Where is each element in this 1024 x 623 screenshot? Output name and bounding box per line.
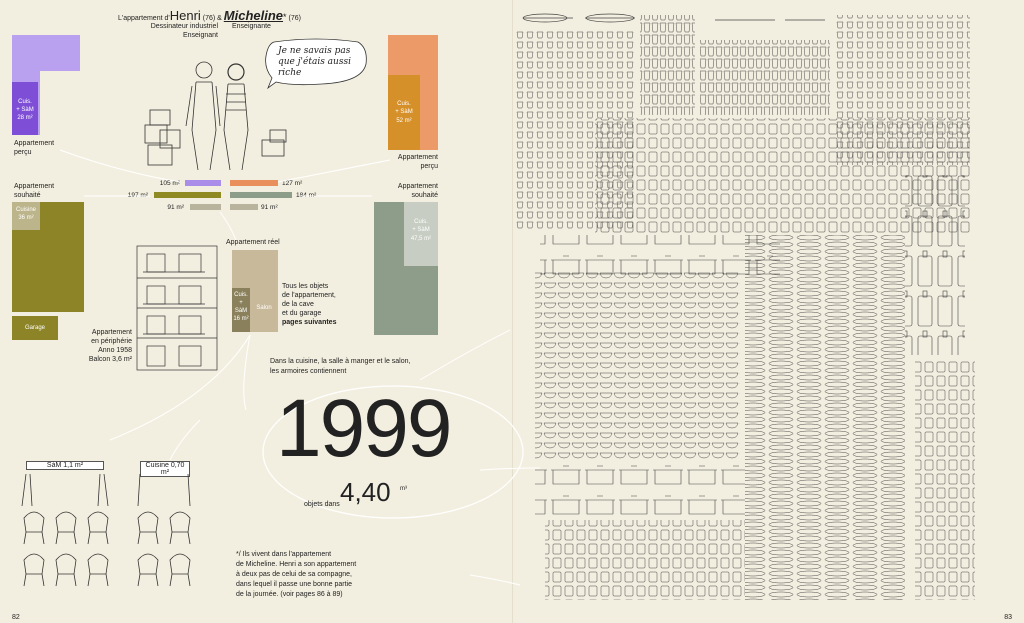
reel-desc-1: Tous les objets (282, 283, 329, 290)
building-caption-3: Anno 1958 (98, 347, 132, 354)
reel-cuis-4: 16 m² (233, 316, 249, 322)
objects-inventory-illustration (515, 13, 975, 600)
bar-henri-souhaite-value: 197 m² (127, 192, 148, 199)
header-name-henri: Henri (169, 8, 201, 23)
henri-souhaite-caption-1: Appartement (14, 183, 55, 190)
job-henri-1: Dessinateur industriel (150, 23, 218, 30)
micheline-souhaite-label-1: Cuis. (414, 219, 428, 225)
henri-percu-label-3: 28 m² (17, 115, 33, 121)
volume-value: 4,40 (340, 477, 391, 507)
bar-henri-souhaite (154, 192, 221, 198)
object-count: 1999 (276, 383, 452, 474)
cuisine-table-label: Cuisine 0,70 m² (140, 461, 190, 477)
building-illustration (136, 245, 218, 371)
henri-percu-caption-1: Appartement (14, 140, 55, 147)
micheline-percu-caption-2: perçu (420, 163, 438, 170)
building-caption-4: Balcon 3,6 m² (88, 356, 132, 363)
footnote-2: de Micheline. Henri a son appartement (236, 561, 357, 568)
reel-title: Appartement réel (226, 239, 280, 246)
page-number-right: 83 (1004, 614, 1012, 621)
micheline-percu-cuisine-block (388, 75, 420, 150)
sam-table-label: SàM 1,1 m² (26, 461, 104, 470)
header-age-micheline: (76) (288, 15, 301, 22)
header: L'appartement d'Henri (76) & Micheline* … (118, 4, 318, 40)
reel-cuis-1: Cuis. (234, 292, 248, 298)
micheline-souhaite-caption-1: Appartement (397, 183, 438, 190)
henri-percu-label-2: + SàM (16, 107, 34, 113)
speech-bubble-shape (265, 38, 367, 90)
page-number-left: 82 (12, 614, 20, 621)
micheline-souhaite-label-3: 47,5 m² (410, 236, 432, 242)
tables-chairs-illustration (21, 473, 191, 587)
reel-desc-3: de la cave (282, 301, 314, 308)
bar-micheline-souhaite (230, 192, 292, 198)
reel-cuis-3: SàM (234, 308, 248, 314)
henri-percu-label-1: Cuis. (18, 99, 32, 105)
header-star: * (283, 12, 287, 22)
building-caption-1: Appartement (91, 329, 132, 336)
couple-illustration (144, 61, 287, 171)
bar-micheline-souhaite-value: 184 m² (296, 192, 317, 199)
henri-souhaite-caption-2: souhaité (14, 192, 41, 199)
footnote-1: */ Ils vivent dans l'appartement (236, 551, 332, 558)
speech-bubble-text: Je ne savais pas que j'étais aussi riche (278, 46, 351, 78)
micheline-percu-label-3: 52 m² (396, 118, 412, 124)
building-caption-2: en périphérie (91, 338, 132, 345)
micheline-souhaite-caption-2: souhaité (411, 192, 438, 199)
reel-desc-5[interactable]: pages suivantes (282, 319, 337, 326)
henri-souhaite-cuisine-1: Cuisine (15, 207, 36, 213)
header-amp: & (217, 15, 222, 22)
micheline-souhaite-label-2: + SàM (412, 227, 430, 233)
volume-prefix: objets dans (304, 501, 340, 508)
henri-percu-cuisine-block (12, 82, 38, 135)
bar-micheline-percu-value: 127 m² (282, 180, 303, 187)
footnote-3: à deux pas de celui de sa compagne, (236, 571, 352, 578)
header-name-micheline: Micheline (223, 8, 284, 23)
henri-souhaite-garage: Garage (24, 325, 45, 331)
reel-desc-4: et du garage (282, 310, 322, 317)
reel-salon-label: Salon (256, 305, 272, 311)
bar-micheline-percu (230, 180, 278, 186)
micheline-percu-caption-1: Appartement (397, 154, 438, 161)
armoires-text-2: les armoires contiennent (270, 368, 347, 375)
bar-henri-reel (190, 204, 221, 210)
henri-souhaite-cuisine-block (12, 202, 40, 230)
big-number-outline (262, 385, 524, 519)
footnote-5: de la journée. (voir pages 86 à 89) (236, 591, 343, 598)
job-henri-2: Enseignant (182, 32, 218, 39)
volume-unit: m³ (400, 486, 407, 492)
page-gutter (512, 0, 513, 623)
henri-souhaite-garage-block (12, 316, 58, 340)
micheline-percu-label-2: + SàM (395, 109, 413, 115)
bar-micheline-reel (230, 204, 258, 210)
header-age-henri: (76) (202, 15, 216, 22)
henri-percu-caption-2: perçu (14, 149, 32, 156)
bar-henri-percu-value: 105 m² (159, 180, 180, 187)
micheline-souhaite-cuisine-block (404, 202, 438, 266)
job-micheline: Enseignante (232, 23, 271, 30)
header-prefix: L'appartement d' (118, 15, 170, 22)
reel-cuisine-block (232, 288, 250, 332)
reel-cuis-2: + (239, 300, 243, 306)
bar-henri-percu (185, 180, 221, 186)
footnote-4: dans lequel il passe une bonne partie (236, 581, 352, 588)
armoires-text-1: Dans la cuisine, la salle à manger et le… (270, 358, 411, 365)
bar-micheline-reel-value: 91 m² (261, 204, 278, 211)
bar-henri-reel-value: 91 m² (167, 204, 184, 211)
reel-desc-2: de l'appartement, (282, 292, 336, 299)
micheline-percu-label-1: Cuis. (397, 101, 411, 107)
henri-souhaite-cuisine-2: 36 m² (18, 215, 34, 221)
